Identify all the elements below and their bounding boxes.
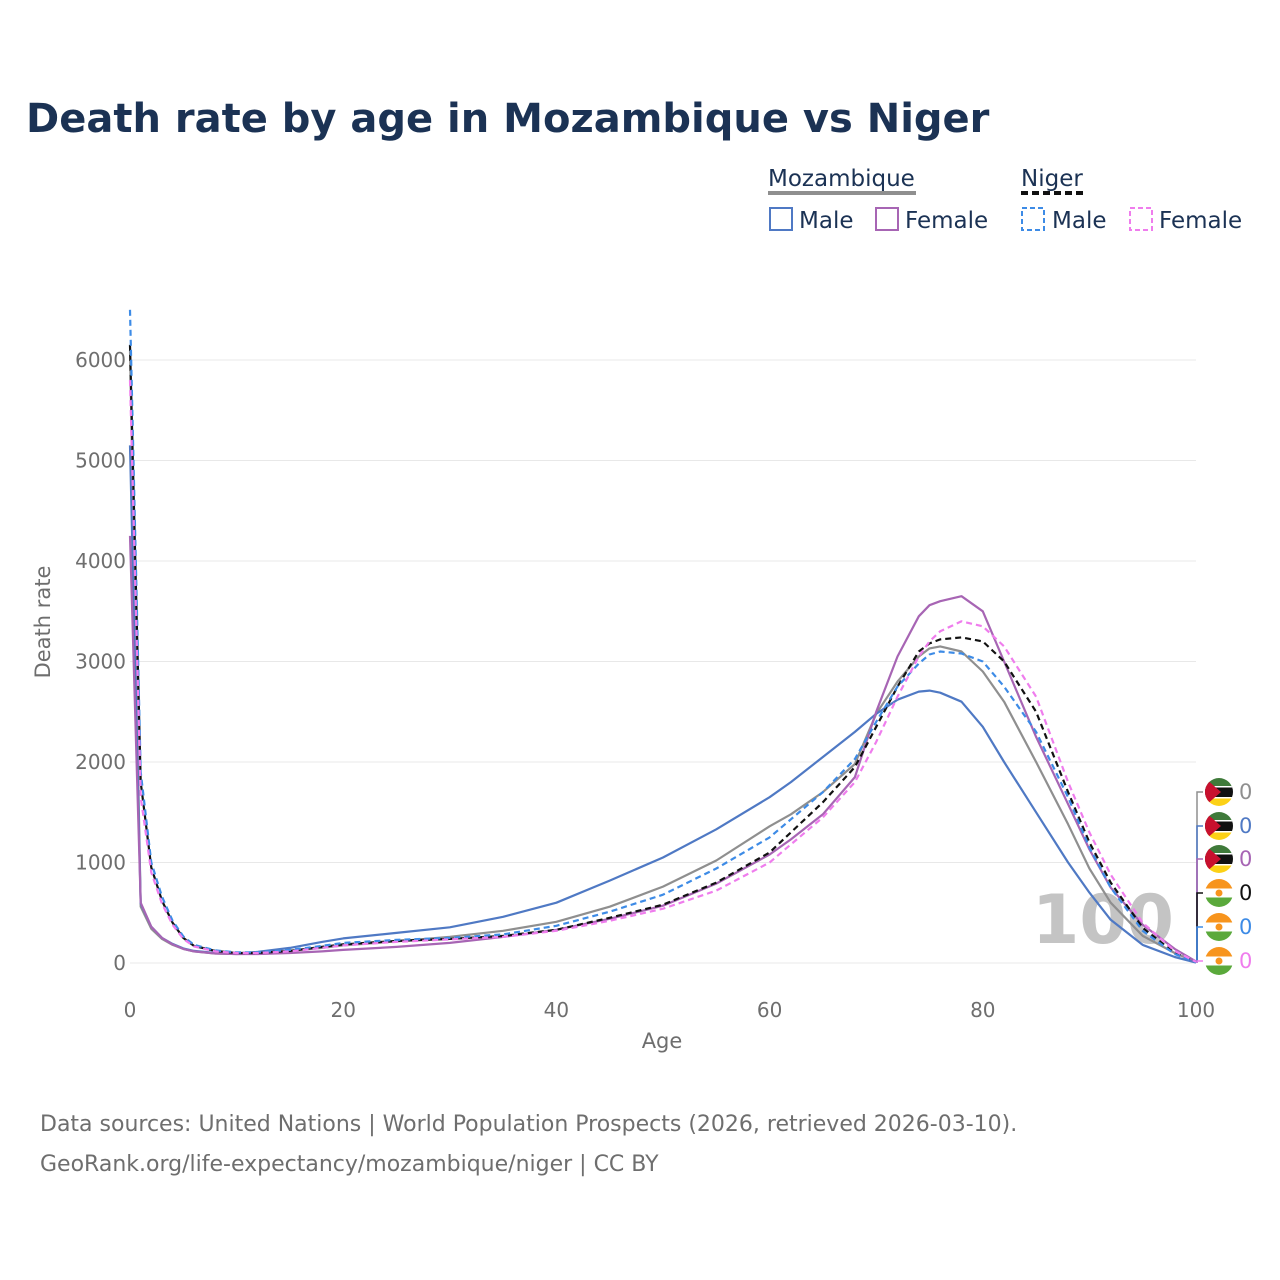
legend-mozambique-male-label[interactable]: Male xyxy=(799,208,853,234)
y-tick-label: 0 xyxy=(113,951,126,975)
end-value-label: 0 xyxy=(1239,949,1252,973)
x-axis-label: Age xyxy=(642,1029,683,1053)
legend-country-mozambique[interactable]: Mozambique xyxy=(768,166,915,192)
mozambique-flag-icon xyxy=(1205,778,1233,806)
legend-mozambique-female-swatch[interactable] xyxy=(875,207,899,231)
niger-flag-icon xyxy=(1205,913,1233,941)
legend-mozambique-male-swatch[interactable] xyxy=(769,207,793,231)
y-tick-label: 5000 xyxy=(75,449,126,473)
y-tick-label: 3000 xyxy=(75,650,126,674)
mozambique-flag-icon xyxy=(1205,845,1233,873)
legend: Mozambique Male Female Niger Male Female xyxy=(768,166,1242,234)
source-note: Data sources: United Nations | World Pop… xyxy=(40,1112,1017,1137)
end-connector xyxy=(1196,892,1203,963)
series-line-niger-male[interactable] xyxy=(128,309,1197,964)
end-connector xyxy=(1196,825,1203,963)
y-axis-label: Death rate xyxy=(31,566,55,679)
end-labels: 0 0 0 0 0 0 xyxy=(1196,778,1252,975)
gridlines xyxy=(130,359,1196,964)
y-tick-label: 6000 xyxy=(75,348,126,372)
end-value-label: 0 xyxy=(1239,780,1252,804)
x-tick-label: 20 xyxy=(330,998,355,1022)
legend-niger-male-swatch[interactable] xyxy=(1021,207,1045,231)
niger-flag-icon xyxy=(1205,947,1233,975)
y-tick-label: 4000 xyxy=(75,549,126,573)
y-tick-label: 2000 xyxy=(75,750,126,774)
end-value-label: 0 xyxy=(1239,881,1252,905)
x-tick-label: 40 xyxy=(544,998,569,1022)
x-tick-label: 100 xyxy=(1177,998,1215,1022)
end-value-label: 0 xyxy=(1239,847,1252,871)
end-connector xyxy=(1196,960,1203,963)
end-connector xyxy=(1196,858,1203,963)
end-connector xyxy=(1196,791,1203,963)
x-tick-label: 60 xyxy=(757,998,782,1022)
series-lines xyxy=(128,309,1197,964)
x-tick-label: 80 xyxy=(970,998,995,1022)
legend-mozambique-female-label[interactable]: Female xyxy=(905,208,988,234)
legend-niger-male-label[interactable]: Male xyxy=(1052,208,1106,234)
series-line-niger[interactable] xyxy=(128,344,1197,964)
series-line-mozambique[interactable] xyxy=(128,349,1197,964)
mozambique-flag-icon xyxy=(1205,812,1233,840)
legend-niger-female-swatch[interactable] xyxy=(1129,207,1153,231)
legend-niger-female-label[interactable]: Female xyxy=(1159,208,1242,234)
end-connector xyxy=(1196,926,1203,963)
end-value-label: 0 xyxy=(1239,814,1252,838)
x-tick-label: 0 xyxy=(124,998,137,1022)
legend-country-niger[interactable]: Niger xyxy=(1021,166,1083,192)
series-line-niger-female[interactable] xyxy=(128,380,1197,963)
end-value-label: 0 xyxy=(1239,915,1252,939)
source-url[interactable]: GeoRank.org/life-expectancy/mozambique/n… xyxy=(40,1152,659,1177)
niger-flag-icon xyxy=(1205,879,1233,907)
page-title: Death rate by age in Mozambique vs Niger xyxy=(26,96,990,142)
x-axis-ticks: 0 20 40 60 80 100 xyxy=(124,998,1215,1022)
y-axis-ticks: 0 1000 2000 3000 4000 5000 6000 xyxy=(75,348,126,975)
y-tick-label: 1000 xyxy=(75,851,126,875)
